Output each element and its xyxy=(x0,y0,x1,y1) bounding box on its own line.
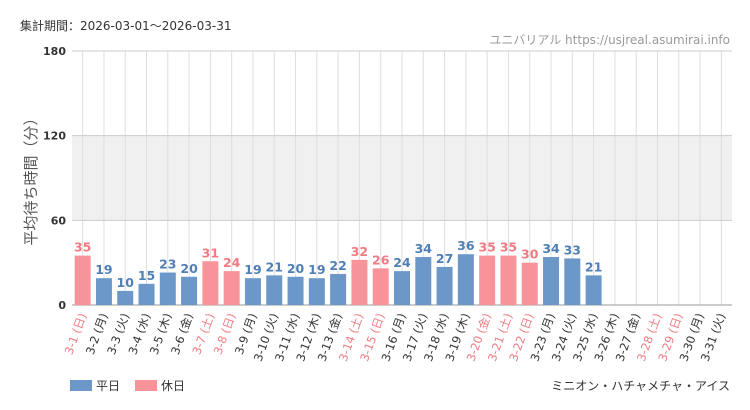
bar-value-label: 27 xyxy=(436,251,453,266)
bar-value-label: 35 xyxy=(478,240,495,255)
legend: 平日 休日 xyxy=(70,379,185,393)
bar-value-label: 22 xyxy=(329,258,346,273)
bar-value-label: 19 xyxy=(244,262,261,277)
bar-value-label: 20 xyxy=(287,261,305,276)
bar-value-label: 24 xyxy=(393,255,411,270)
bar xyxy=(138,283,155,305)
bar-value-label: 36 xyxy=(457,238,475,253)
bar xyxy=(372,268,389,305)
bar-value-label: 19 xyxy=(95,262,112,277)
bar xyxy=(457,254,474,305)
attraction-name: ミニオン・ハチャメチャ・アイス xyxy=(551,379,730,393)
bar xyxy=(394,271,410,305)
bar-value-label: 19 xyxy=(308,262,325,277)
bar-value-label: 30 xyxy=(521,247,539,262)
bar xyxy=(223,271,240,305)
bar-value-label: 34 xyxy=(415,241,433,256)
legend-label-holiday: 休日 xyxy=(161,379,185,393)
y-axis-label: 平均待ち時間（分） xyxy=(22,110,40,245)
bar xyxy=(159,272,176,305)
bar xyxy=(95,278,112,305)
bar-value-label: 15 xyxy=(138,268,155,283)
bar-value-label: 20 xyxy=(180,261,198,276)
bar xyxy=(543,257,560,305)
bar xyxy=(585,275,602,305)
y-tick-label: 0 xyxy=(58,299,66,312)
bar xyxy=(202,261,219,305)
bar xyxy=(415,257,432,305)
site-label: ユニバリアル https://usjreal.asumirai.info xyxy=(489,33,730,47)
period-label: 集計期間：2026-03-01～2026-03-31 xyxy=(20,18,231,33)
bar xyxy=(244,278,261,305)
bar-value-label: 33 xyxy=(564,242,581,257)
bar-value-label: 26 xyxy=(372,252,390,267)
legend-label-weekday: 平日 xyxy=(96,379,120,393)
bar xyxy=(181,276,198,305)
bar xyxy=(117,290,134,305)
y-tick-label: 60 xyxy=(51,214,67,227)
bar xyxy=(308,278,325,305)
bar-value-label: 21 xyxy=(266,259,283,274)
bar-value-label: 23 xyxy=(159,257,176,272)
bar-value-label: 35 xyxy=(500,240,517,255)
bar-value-label: 35 xyxy=(74,240,91,255)
bar-value-label: 34 xyxy=(542,241,560,256)
bar-value-label: 21 xyxy=(585,259,602,274)
bar xyxy=(74,255,91,305)
legend-swatch-weekday xyxy=(70,380,92,391)
bar xyxy=(287,276,304,305)
bar xyxy=(266,275,283,305)
bar-value-label: 24 xyxy=(223,255,241,270)
bar-value-label: 10 xyxy=(117,275,135,290)
bar xyxy=(479,255,496,305)
bar xyxy=(500,255,517,305)
bar xyxy=(521,262,538,305)
bar xyxy=(351,259,368,305)
legend-swatch-holiday xyxy=(135,380,157,391)
y-tick-label: 120 xyxy=(43,130,66,143)
bar-value-label: 31 xyxy=(202,245,219,260)
y-tick-label: 180 xyxy=(43,45,66,58)
bar xyxy=(330,273,347,305)
bar-value-label: 32 xyxy=(351,244,368,259)
bar xyxy=(436,266,453,305)
bar xyxy=(564,258,581,305)
